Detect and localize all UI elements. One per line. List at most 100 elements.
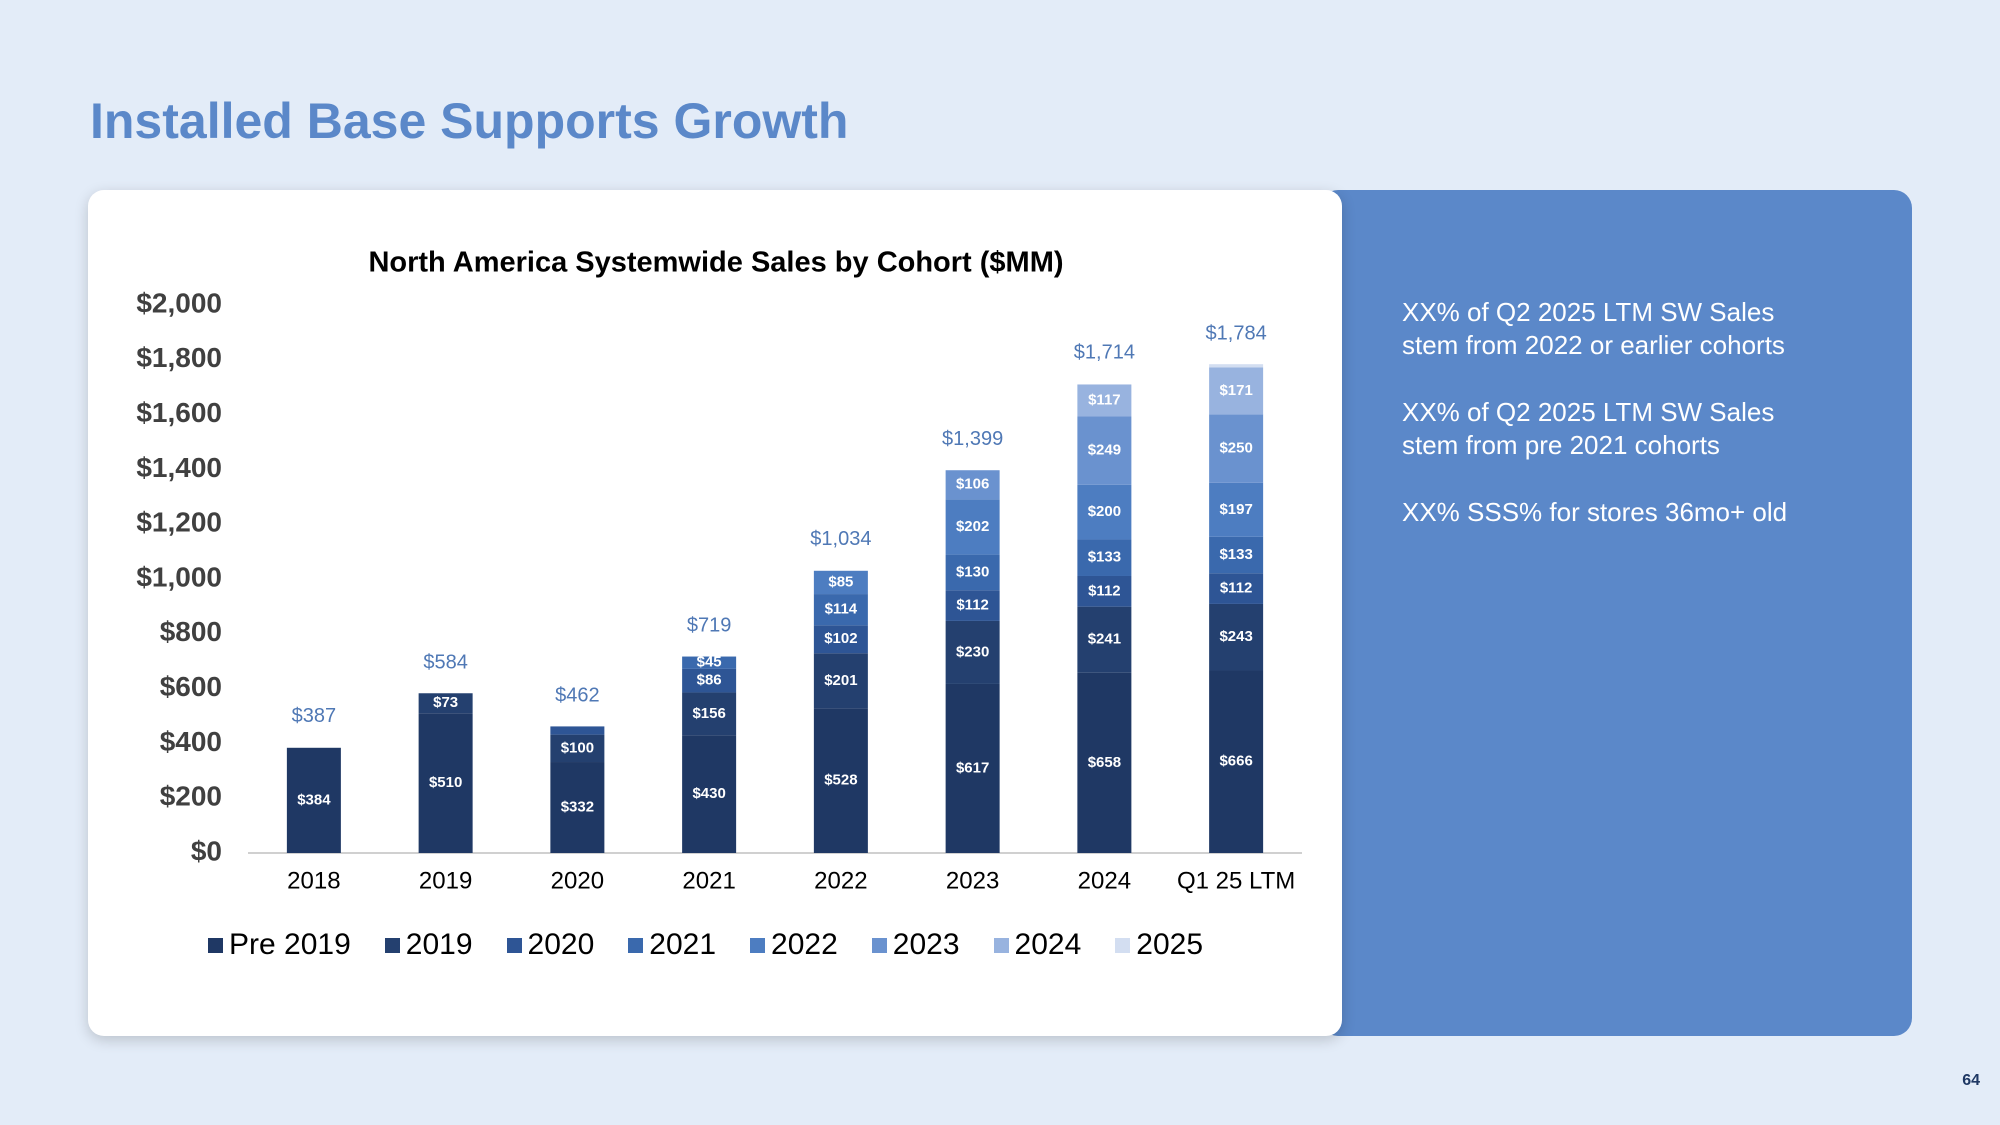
x-tick-label: 2024	[1078, 867, 1131, 894]
x-tick-label: 2019	[419, 867, 472, 894]
slide-title: Installed Base Supports Growth	[90, 93, 849, 149]
bar-segment	[682, 692, 737, 736]
data-label: $45	[697, 654, 722, 671]
legend-label: 2025	[1136, 928, 1204, 961]
legend-item: 2019	[384, 928, 473, 962]
bar-segment	[1077, 672, 1132, 853]
data-label: $117	[1088, 391, 1121, 408]
bar-segment	[945, 590, 1000, 621]
x-tick-label: 2021	[682, 867, 735, 894]
data-label: $528	[824, 772, 857, 789]
legend-label: 2024	[1014, 928, 1082, 961]
y-tick-label: $1,400	[136, 452, 222, 483]
bar-segment	[1077, 416, 1132, 485]
legend-label: 2023	[892, 928, 960, 961]
bar-segment	[1209, 364, 1264, 368]
bar-segment	[1209, 670, 1264, 853]
bar-segment	[945, 554, 1000, 591]
total-label: $1,714	[1074, 342, 1135, 364]
bar-segment	[813, 594, 868, 626]
bar-segment	[945, 683, 1000, 853]
data-label: $197	[1219, 501, 1252, 518]
legend-swatch	[384, 937, 400, 953]
bar-segment	[813, 625, 868, 654]
bar-segment	[945, 620, 1000, 684]
data-label: $102	[824, 630, 857, 647]
legend-label: 2020	[527, 928, 595, 961]
total-label: $387	[292, 705, 337, 727]
bar-segment	[1209, 414, 1264, 483]
legend-swatch	[506, 937, 522, 953]
data-label: $250	[1219, 440, 1252, 457]
data-label: $114	[825, 601, 858, 618]
legend-item: 2025	[1115, 928, 1203, 962]
note: XX% SSS% for stores 36mo+ old	[1402, 497, 1788, 527]
bar-segment	[550, 762, 605, 853]
data-label: $430	[692, 785, 725, 802]
bar-segment	[682, 668, 737, 693]
legend-item: 2022	[750, 928, 838, 962]
chart-card: North America Systemwide Sales by Cohort…	[88, 190, 1342, 1036]
data-label: $86	[697, 672, 722, 689]
total-label: $1,034	[810, 528, 871, 550]
data-label: $666	[1219, 753, 1252, 770]
legend-item: Pre 2019	[208, 928, 351, 962]
legend-swatch	[1115, 937, 1131, 953]
data-label: $100	[561, 739, 594, 756]
bar-segment	[1209, 573, 1264, 604]
bar-segment	[286, 747, 341, 853]
data-label: $85	[828, 573, 853, 590]
data-label: $112	[956, 597, 989, 614]
data-label: $171	[1219, 382, 1252, 399]
data-label: $202	[956, 518, 989, 535]
data-label: $201	[824, 672, 857, 689]
chart: North America Systemwide Sales by Cohort…	[136, 247, 1302, 894]
total-label: $462	[555, 685, 600, 707]
x-tick-label: Q1 25 LTM	[1177, 867, 1295, 894]
data-label: $510	[429, 774, 462, 791]
y-tick-label: $2,000	[136, 287, 222, 318]
x-tick-label: 2020	[551, 867, 604, 894]
data-label: $112	[1088, 582, 1121, 599]
bar-segment	[1077, 384, 1132, 417]
data-label: $133	[1219, 546, 1252, 563]
bar-segment	[1077, 575, 1132, 607]
data-label: $332	[561, 798, 594, 815]
legend-swatch	[993, 937, 1009, 953]
total-label: $1,399	[942, 428, 1003, 450]
legend-swatch	[871, 937, 887, 953]
side-panel: XX% of Q2 2025 LTM SW Sales stem from 20…	[1320, 190, 1912, 1036]
bar-segment	[1209, 536, 1264, 574]
y-tick-label: $800	[160, 616, 222, 647]
y-tick-label: $600	[160, 671, 222, 702]
x-tick-label: 2023	[946, 867, 999, 894]
legend-label: 2021	[649, 928, 717, 961]
bar-segment	[1077, 539, 1132, 576]
total-label: $1,784	[1206, 322, 1267, 344]
legend: Pre 2019 2019 2020 2021 2022 2023 2024 2025	[208, 928, 1237, 962]
legend-item: 2021	[628, 928, 716, 962]
legend-item: 2024	[993, 928, 1082, 962]
data-label: $73	[433, 694, 458, 711]
bar-segment	[682, 656, 737, 669]
y-tick-label: $1,600	[136, 397, 222, 428]
legend-swatch	[750, 937, 766, 953]
x-tick-label: 2018	[287, 867, 340, 894]
data-label: $112	[1220, 580, 1253, 597]
y-tick-label: $0	[191, 835, 222, 866]
y-tick-label: $1,000	[136, 561, 222, 592]
data-label: $243	[1219, 628, 1252, 645]
note: XX% of Q2 2025 LTM SW Sales stem from 20…	[1402, 297, 1785, 360]
y-tick-label: $200	[160, 781, 222, 812]
bar-segment	[1077, 606, 1132, 673]
bar-segment	[1209, 367, 1264, 415]
data-label: $617	[956, 759, 989, 776]
data-label: $106	[956, 476, 989, 493]
data-label: $130	[956, 563, 989, 580]
bar-segment	[813, 653, 868, 709]
x-tick-label: 2022	[814, 867, 867, 894]
legend-swatch	[628, 937, 644, 953]
bar-segment	[1077, 484, 1132, 540]
notes: XX% of Q2 2025 LTM SW Sales stem from 20…	[1402, 296, 1832, 563]
